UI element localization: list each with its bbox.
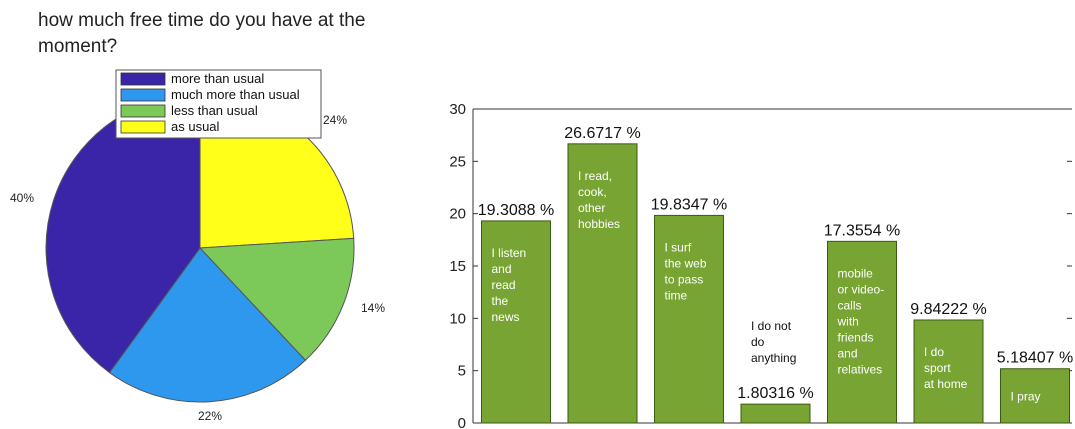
bar-value-label: 19.3088 % (478, 202, 555, 219)
bar-category-text: at home (924, 377, 968, 391)
bar-category-text: I read, (578, 169, 612, 183)
bar-2 (567, 143, 638, 424)
bar-value-label: 17.3554 % (824, 222, 901, 239)
bar-5 (827, 240, 897, 424)
bar-3 (654, 214, 724, 424)
legend-entry: much more than usual (171, 87, 300, 102)
legend-swatch (120, 104, 166, 118)
bar-6 (913, 319, 984, 424)
pie-slice-much-more-than-usual (108, 247, 307, 403)
bar-category-text: I listen (492, 246, 527, 260)
bar-category-text: time (665, 288, 688, 302)
bar-value-label: 5.18407 % (997, 350, 1074, 367)
bar-category-text: mobile (838, 266, 874, 280)
bar-7 (1000, 368, 1070, 424)
legend-entry: less than usual (171, 103, 258, 118)
y-tick-label: 0 (458, 415, 466, 429)
legend-swatch (120, 88, 166, 102)
bar-category-text: calls (838, 298, 862, 312)
bar-1 (481, 220, 551, 424)
bar-category-text: I do not (751, 319, 792, 333)
bar-category-text: and (492, 262, 512, 276)
bar-value-label: 19.8347 % (651, 196, 728, 213)
y-tick-label: 5 (458, 363, 466, 380)
legend-entry: more than usual (171, 71, 264, 86)
pie-slice-less-than-usual (198, 237, 355, 361)
y-tick-label: 20 (449, 206, 466, 223)
bar-category-text: do (751, 335, 765, 349)
bar-category-text: I surf (665, 240, 692, 254)
bar-category-text: or video- (838, 282, 885, 296)
bar-value-label: 9.84222 % (910, 301, 987, 318)
pie-slice-label: 40% (10, 191, 34, 205)
pie-slice-label: 22% (198, 409, 222, 423)
bar-category-text: other (578, 201, 605, 215)
pie-chart-title: how much free time do you have at the mo… (38, 10, 366, 57)
pie-slice-label: 24% (323, 113, 347, 127)
bar-category-text: news (492, 310, 520, 324)
bar-category-text: I pray (1011, 390, 1041, 404)
legend-entry: as usual (171, 119, 220, 134)
bar-category-text: the (492, 294, 509, 308)
bar-category-text: relatives (838, 362, 883, 376)
y-tick-label: 30 (449, 101, 466, 118)
bar-category-text: sport (924, 361, 951, 375)
bar-category-text: the web (665, 256, 707, 270)
y-tick-label: 25 (449, 153, 466, 170)
bar-value-label: 1.80316 % (737, 385, 814, 402)
bar-category-text: cook, (578, 185, 607, 199)
bar-category-text: to pass (665, 272, 704, 286)
bar-category-text: I do (924, 345, 944, 359)
y-tick-label: 10 (449, 310, 466, 327)
bar-4 (740, 403, 811, 424)
bar-category-text: hobbies (578, 217, 620, 231)
y-tick-label: 15 (449, 258, 466, 275)
legend-swatch (120, 120, 166, 134)
bar-category-text: with (837, 314, 859, 328)
bar-category-text: and (838, 346, 858, 360)
bar-category-text: friends (838, 330, 874, 344)
bar-category-text: read (492, 278, 516, 292)
legend-swatch (120, 72, 166, 86)
bar-value-label: 26.6717 % (564, 125, 641, 142)
pie-slice-label: 14% (361, 301, 385, 315)
bar-category-text: anything (751, 351, 796, 365)
